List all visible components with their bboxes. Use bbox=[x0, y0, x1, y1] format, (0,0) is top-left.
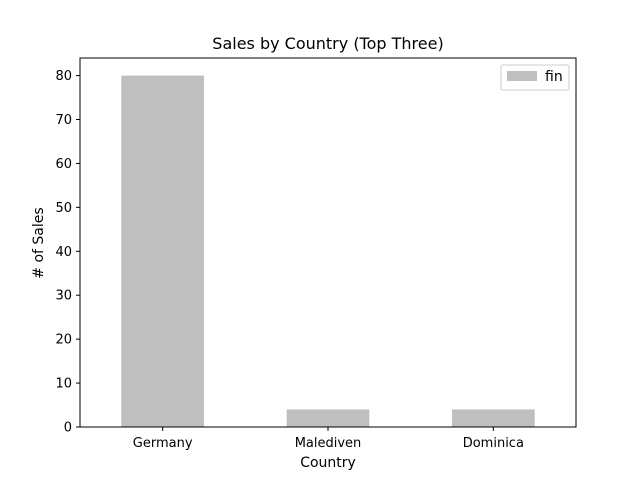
x-axis-label: Country bbox=[300, 455, 356, 471]
y-tick-label: 0 bbox=[64, 421, 72, 436]
bar-dominica bbox=[452, 409, 535, 427]
y-tick-label: 10 bbox=[55, 377, 72, 392]
y-tick-label: 30 bbox=[55, 289, 72, 304]
y-axis-label: # of Sales bbox=[31, 207, 47, 278]
y-axis: 0 10 20 30 40 50 60 70 80 bbox=[55, 69, 80, 436]
plot-frame bbox=[79, 57, 577, 428]
legend-label-fin: fin bbox=[545, 69, 563, 85]
legend: fin bbox=[500, 64, 570, 91]
y-tick-label: 40 bbox=[55, 245, 72, 260]
x-tick-label: Dominica bbox=[463, 436, 524, 451]
y-tick-label: 20 bbox=[55, 333, 72, 348]
y-tick-label: 50 bbox=[55, 201, 72, 216]
bar-germany bbox=[121, 75, 204, 428]
y-tick-label: 70 bbox=[55, 113, 72, 128]
x-axis: Germany Malediven Dominica bbox=[133, 427, 524, 451]
y-tick-label: 80 bbox=[55, 69, 72, 84]
chart-title: Sales by Country (Top Three) bbox=[212, 34, 443, 53]
x-tick-label: Malediven bbox=[295, 436, 362, 451]
y-tick-label: 60 bbox=[55, 157, 72, 172]
plot-area bbox=[121, 75, 535, 428]
x-tick-label: Germany bbox=[133, 436, 193, 451]
legend-swatch-fin bbox=[507, 71, 537, 81]
bar-malediven bbox=[286, 409, 370, 427]
